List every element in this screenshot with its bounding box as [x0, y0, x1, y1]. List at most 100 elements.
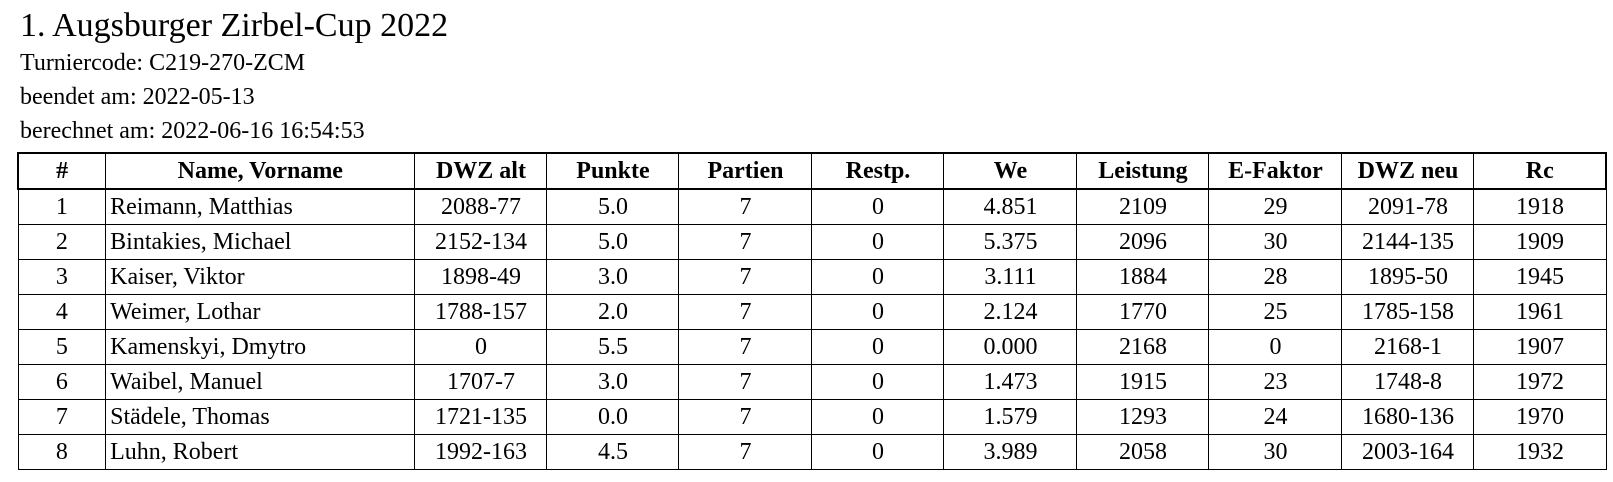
col-header-e-factor: E-Faktor [1208, 152, 1343, 190]
cell-we: 0.000 [943, 329, 1078, 365]
cell-points: 3.0 [546, 364, 680, 400]
cell-rank: 7 [17, 399, 107, 435]
cell-e-factor: 0 [1208, 329, 1343, 365]
cell-rank: 1 [17, 188, 107, 225]
col-header-dwz-new: DWZ neu [1341, 152, 1475, 190]
cell-rank: 6 [17, 364, 107, 400]
cell-e-factor: 28 [1208, 259, 1343, 295]
col-header-performance: Leistung [1076, 152, 1210, 190]
cell-restp: 0 [811, 188, 945, 225]
cell-dwz-old: 1992-163 [414, 434, 548, 470]
cell-dwz-old: 1721-135 [414, 399, 548, 435]
cell-games: 7 [678, 259, 813, 295]
table-row: 3 Kaiser, Viktor 1898-49 3.0 7 0 3.111 1… [17, 259, 1607, 295]
cell-performance: 2168 [1076, 329, 1210, 365]
cell-games: 7 [678, 224, 813, 260]
cell-dwz-new: 2168-1 [1341, 329, 1475, 365]
cell-games: 7 [678, 294, 813, 330]
cell-performance: 1293 [1076, 399, 1210, 435]
cell-rc: 1972 [1473, 364, 1607, 400]
cell-restp: 0 [811, 294, 945, 330]
cell-performance: 1770 [1076, 294, 1210, 330]
cell-dwz-old: 1788-157 [414, 294, 548, 330]
cell-points: 5.0 [546, 188, 680, 225]
cell-performance: 2096 [1076, 224, 1210, 260]
cell-e-factor: 25 [1208, 294, 1343, 330]
cell-dwz-old: 2088-77 [414, 188, 548, 225]
col-header-points: Punkte [546, 152, 680, 190]
cell-performance: 2058 [1076, 434, 1210, 470]
cell-games: 7 [678, 188, 813, 225]
document-header: 1. Augsburger Zirbel-Cup 2022 Turniercod… [20, 6, 448, 148]
cell-dwz-new: 1680-136 [1341, 399, 1475, 435]
col-header-we: We [943, 152, 1078, 190]
results-table: # Name, Vorname DWZ alt Punkte Partien R… [17, 152, 1608, 470]
cell-performance: 2109 [1076, 188, 1210, 225]
cell-points: 5.0 [546, 224, 680, 260]
cell-performance: 1884 [1076, 259, 1210, 295]
cell-games: 7 [678, 434, 813, 470]
cell-performance: 1915 [1076, 364, 1210, 400]
cell-name: Weimer, Lothar [105, 294, 416, 330]
page-title: 1. Augsburger Zirbel-Cup 2022 [20, 7, 449, 44]
cell-we: 3.989 [943, 434, 1078, 470]
cell-we: 1.579 [943, 399, 1078, 435]
cell-rc: 1907 [1473, 329, 1607, 365]
table-row: 7 Städele, Thomas 1721-135 0.0 7 0 1.579… [17, 399, 1607, 435]
cell-we: 5.375 [943, 224, 1078, 260]
cell-name: Städele, Thomas [105, 399, 416, 435]
cell-rank: 4 [17, 294, 107, 330]
cell-restp: 0 [811, 224, 945, 260]
cell-dwz-new: 1895-50 [1341, 259, 1475, 295]
col-header-restp: Restp. [811, 152, 945, 190]
cell-dwz-new: 2144-135 [1341, 224, 1475, 260]
cell-points: 0.0 [546, 399, 680, 435]
cell-we: 3.111 [943, 259, 1078, 295]
col-header-rc: Rc [1473, 152, 1608, 190]
cell-restp: 0 [811, 259, 945, 295]
cell-rc: 1918 [1473, 188, 1607, 225]
cell-we: 2.124 [943, 294, 1078, 330]
cell-restp: 0 [811, 329, 945, 365]
table-row: 5 Kamenskyi, Dmytro 0 5.5 7 0 0.000 2168… [17, 329, 1607, 365]
cell-we: 1.473 [943, 364, 1078, 400]
cell-name: Waibel, Manuel [105, 364, 416, 400]
table-row: 8 Luhn, Robert 1992-163 4.5 7 0 3.989 20… [17, 434, 1607, 470]
cell-rc: 1909 [1473, 224, 1607, 260]
col-header-games: Partien [678, 152, 813, 190]
cell-name: Kaiser, Viktor [105, 259, 416, 295]
cell-dwz-old: 2152-134 [414, 224, 548, 260]
cell-points: 5.5 [546, 329, 680, 365]
cell-dwz-new: 1748-8 [1341, 364, 1475, 400]
cell-name: Bintakies, Michael [105, 224, 416, 260]
table-row: 1 Reimann, Matthias 2088-77 5.0 7 0 4.85… [17, 188, 1607, 225]
cell-points: 3.0 [546, 259, 680, 295]
cell-name: Luhn, Robert [105, 434, 416, 470]
cell-rank: 5 [17, 329, 107, 365]
cell-name: Reimann, Matthias [105, 188, 416, 225]
cell-rc: 1932 [1473, 434, 1607, 470]
table-row: 4 Weimer, Lothar 1788-157 2.0 7 0 2.124 … [17, 294, 1607, 330]
cell-name: Kamenskyi, Dmytro [105, 329, 416, 365]
cell-dwz-old: 1707-7 [414, 364, 548, 400]
calculation-date: berechnet am: 2022-06-16 16:54:53 [20, 118, 365, 144]
cell-e-factor: 30 [1208, 434, 1343, 470]
col-header-rank: # [17, 152, 107, 190]
cell-dwz-new: 1785-158 [1341, 294, 1475, 330]
cell-dwz-new: 2091-78 [1341, 188, 1475, 225]
col-header-dwz-old: DWZ alt [414, 152, 548, 190]
cell-games: 7 [678, 399, 813, 435]
cell-rank: 8 [17, 434, 107, 470]
tournament-code: Turniercode: C219-270-ZCM [20, 50, 306, 76]
cell-restp: 0 [811, 434, 945, 470]
cell-rank: 2 [17, 224, 107, 260]
cell-dwz-old: 1898-49 [414, 259, 548, 295]
cell-rc: 1961 [1473, 294, 1607, 330]
cell-restp: 0 [811, 364, 945, 400]
cell-restp: 0 [811, 399, 945, 435]
cell-e-factor: 30 [1208, 224, 1343, 260]
cell-points: 4.5 [546, 434, 680, 470]
cell-points: 2.0 [546, 294, 680, 330]
table-row: 6 Waibel, Manuel 1707-7 3.0 7 0 1.473 19… [17, 364, 1607, 400]
cell-e-factor: 29 [1208, 188, 1343, 225]
